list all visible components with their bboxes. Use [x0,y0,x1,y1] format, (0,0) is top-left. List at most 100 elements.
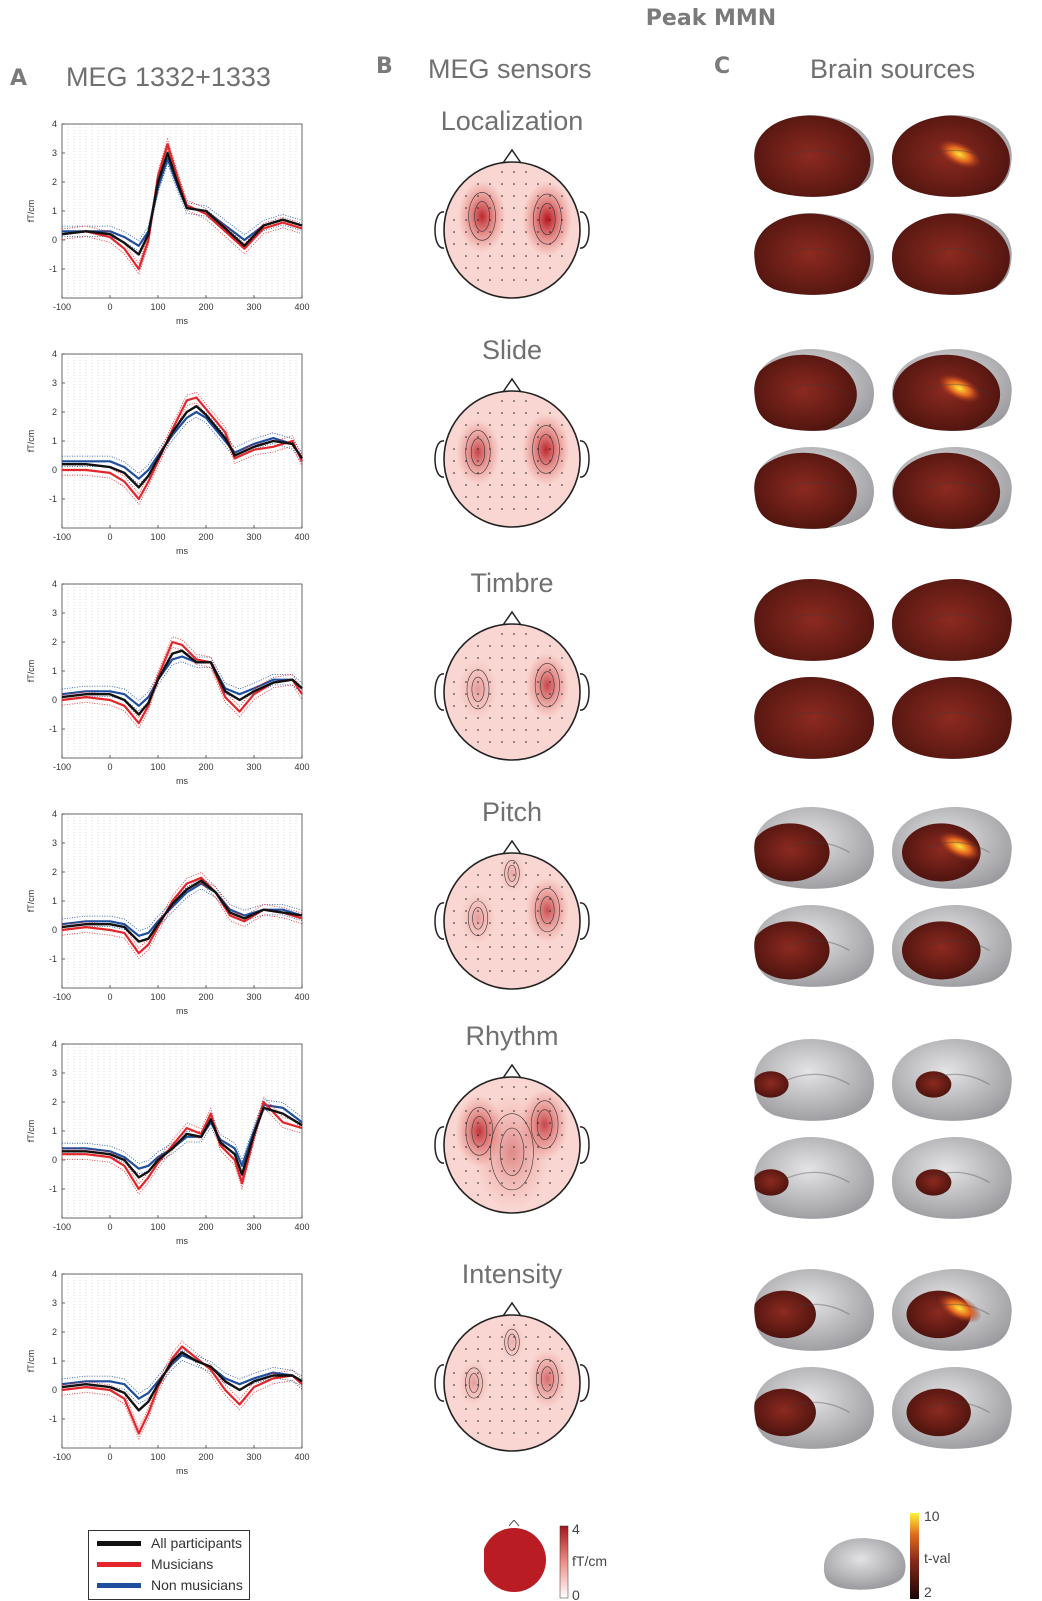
activation-peak [937,831,982,862]
sensor-dot [525,496,527,498]
sensor-dot [525,1324,527,1326]
sensor-dot [537,496,539,498]
head-nose [502,839,522,855]
activation-region [754,823,830,882]
source-colorbar [910,1513,919,1599]
condition-title-slide: Slide [482,335,542,365]
sensor-dot [465,886,467,888]
condition-title-intensity: Intensity [462,1259,563,1289]
sensor-dot [501,741,503,743]
sensor-dot [549,693,551,695]
sensor-dot [477,1396,479,1398]
sensor-dot [525,207,527,209]
sensor-dot [477,886,479,888]
sensor-dot [453,693,455,695]
brain-activation-intensity-lateral-left [754,1290,816,1339]
sensor-dot [549,1110,551,1112]
topo-contour [540,896,555,925]
head-outline [443,161,581,299]
x-tick-label: 200 [198,992,213,1002]
sensor-dot [525,910,527,912]
brain-sulcus [926,481,990,493]
sensor-dot [537,910,539,912]
sensor-dot [549,460,551,462]
sensor-dot [477,1146,479,1148]
sensor-dot [537,1194,539,1196]
head-nose [502,610,522,626]
head-left-ear [434,1364,445,1402]
head-right-ear [579,1364,590,1402]
sensor-dot [549,910,551,912]
topography-map-slide [444,391,580,527]
sensor-dot [489,508,491,510]
sensor-dot [561,922,563,924]
sensor-dot [537,681,539,683]
sensor-dot [465,1158,467,1160]
panel-c-letter: C [714,54,731,79]
x-tick-label: 300 [246,302,261,312]
sensor-dot [489,424,491,426]
brain-activation-slide-lateral-right [892,354,1001,431]
sensor-dot [549,424,551,426]
sensor-dot [549,1360,551,1362]
sensor-dot [537,886,539,888]
sensor-dot [501,400,503,402]
sensor-dot [537,705,539,707]
sensor-dot [525,1360,527,1362]
sensor-dot [501,448,503,450]
activation-region [754,1071,789,1098]
sensor-dot [489,1372,491,1374]
brain-sulcus [786,247,850,259]
legend-item-musicians: Musicians [97,1554,213,1574]
sensor-dot [513,267,515,269]
sensor-dot [537,729,539,731]
brain-surface-rhythm-lateral-left [754,1039,875,1121]
activation-region [754,579,875,661]
activation-region [891,677,1012,759]
sensor-dot [513,1122,515,1124]
brain-activation-rhythm-medial-left [754,1169,789,1196]
brain-activation-intensity-medial-right [906,1388,971,1437]
head-outline [443,390,581,528]
topo-contour [468,1373,479,1393]
sensor-dot [489,231,491,233]
topo-contour [532,425,560,474]
sensor-dot [513,669,515,671]
sensor-dot [477,424,479,426]
sensor-dot [489,645,491,647]
series-musicians-lower [61,148,303,276]
sensor-dot [477,1170,479,1172]
sensor-dot [561,898,563,900]
sensor-dot [477,874,479,876]
sensor-dot [501,970,503,972]
sensor-dot [489,436,491,438]
series-musicians-line [61,143,303,271]
sensor-dot [477,946,479,948]
x-tick-label: 0 [107,762,112,772]
head-left-ear [434,440,445,478]
sensor-dot [537,1146,539,1148]
brain-sulcus [926,939,990,951]
sensor-dot [513,1146,515,1148]
sensor-dot [501,267,503,269]
sensor-dot [513,898,515,900]
sensor-dot [501,705,503,707]
sensor-dot [513,946,515,948]
brain-activation-localization-medial-right [891,213,1010,295]
sensor-dot [549,1336,551,1338]
sensor-dot [561,1134,563,1136]
sensor-dot [561,255,563,257]
y-tick-label: -1 [49,494,57,504]
sensor-dot [465,1146,467,1148]
sensor-dot [537,436,539,438]
sensor-dot [477,657,479,659]
sensor-dot [513,448,515,450]
x-tick-label: -100 [53,1452,71,1462]
activation-region [754,1388,816,1437]
sensor-dot [513,1098,515,1100]
topo-contour [465,1367,483,1399]
sensor-dot [561,436,563,438]
series-musicians-lower [61,646,303,730]
source-colorbar-unit: t-val [924,1550,950,1566]
y-tick-label: -1 [49,1184,57,1194]
